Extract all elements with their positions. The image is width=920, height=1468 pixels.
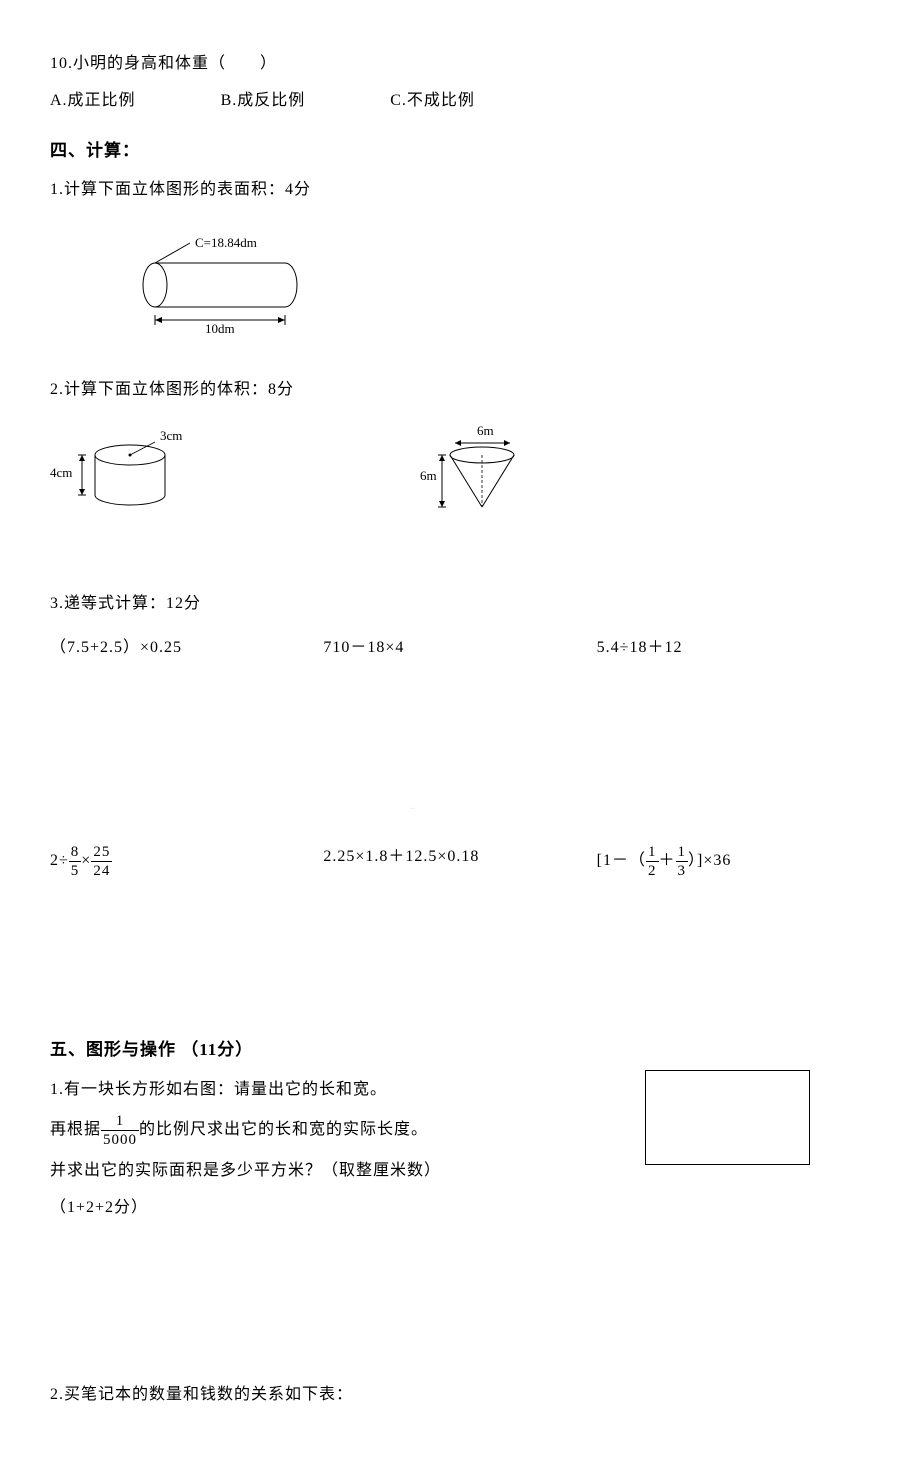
calc-1c: 5.4÷18＋12	[597, 634, 870, 663]
cylinder-circumference-label: C=18.84dm	[195, 235, 257, 250]
q1-scale-frac: 15000	[101, 1112, 139, 1149]
small-cylinder-figure: 3cm 4cm	[50, 425, 210, 531]
cone-diameter-label: 6m	[477, 425, 494, 438]
calc-1a: （7.5+2.5）×0.25	[50, 634, 323, 663]
small-cylinder-height-label: 4cm	[50, 465, 72, 480]
calc-row-2: 2÷85×2524 2.25×1.8＋12.5×0.18 [1－（12＋13）]…	[50, 843, 870, 880]
calc-2b: 2.25×1.8＋12.5×0.18	[323, 843, 596, 880]
q10-text: 10.小明的身高和体重（ ）	[50, 50, 870, 79]
watermark: ..	[410, 798, 415, 816]
section4-q1: 1.计算下面立体图形的表面积：4分	[50, 176, 870, 205]
calc-2c-frac1: 12	[646, 843, 659, 880]
frac-num: 1	[676, 843, 689, 862]
section4-q3: 3.递等式计算：12分	[50, 590, 870, 619]
section4-header: 四、计算：	[50, 136, 870, 167]
calc-row-1: （7.5+2.5）×0.25 710－18×4 5.4÷18＋12	[50, 634, 870, 663]
q10-option-a: A.成正比例	[50, 87, 136, 116]
calc-2a-frac2: 2524	[91, 843, 112, 880]
section5-q1-line4: （1+2+2分）	[50, 1194, 870, 1223]
rectangle-figure	[645, 1070, 810, 1165]
calc-2a: 2÷85×2524	[50, 843, 323, 880]
frac-den: 5	[69, 862, 82, 880]
calc-2c: [1－（12＋13）]×36	[597, 843, 870, 880]
calc-2a-prefix: 2÷	[50, 852, 69, 869]
calc-2c-mid: ＋	[659, 852, 676, 869]
small-cylinder-radius-label: 3cm	[160, 428, 182, 443]
volume-figures: 3cm 4cm 6m 6m	[50, 425, 870, 531]
frac-den: 24	[91, 862, 112, 880]
section5-wrap: 五、图形与操作 （11分） 1.有一块长方形如右图：请量出它的长和宽。 再根据1…	[50, 1035, 870, 1223]
calc-2c-suffix: ）]×36	[688, 852, 731, 869]
calc-2a-mid: ×	[81, 852, 91, 869]
frac-num: 8	[69, 843, 82, 862]
section4-q2: 2.计算下面立体图形的体积：8分	[50, 376, 870, 405]
cone-height-label: 6m	[420, 468, 437, 483]
frac-num: 1	[101, 1112, 139, 1131]
section5-q2: 2.买笔记本的数量和钱数的关系如下表：	[50, 1381, 870, 1410]
q1-line2-prefix: 再根据	[50, 1122, 101, 1139]
section5-header: 五、图形与操作 （11分）	[50, 1035, 870, 1066]
q10-option-b: B.成反比例	[221, 87, 306, 116]
calc-1b: 710－18×4	[323, 634, 596, 663]
frac-den: 5000	[101, 1131, 139, 1149]
frac-den: 2	[646, 862, 659, 880]
cylinder-figure: C=18.84dm 10dm	[130, 235, 870, 346]
frac-num: 25	[91, 843, 112, 862]
calc-2c-prefix: [1－（	[597, 852, 646, 869]
q1-line2-suffix: 的比例尺求出它的长和宽的实际长度。	[139, 1122, 428, 1139]
calc-2c-frac2: 13	[676, 843, 689, 880]
calc-2a-frac1: 85	[69, 843, 82, 880]
q10-options: A.成正比例 B.成反比例 C.不成比例	[50, 87, 870, 116]
cylinder-length-label: 10dm	[205, 321, 235, 335]
cone-figure: 6m 6m	[410, 425, 550, 531]
q10-option-c: C.不成比例	[390, 87, 475, 116]
frac-den: 3	[676, 862, 689, 880]
frac-num: 1	[646, 843, 659, 862]
